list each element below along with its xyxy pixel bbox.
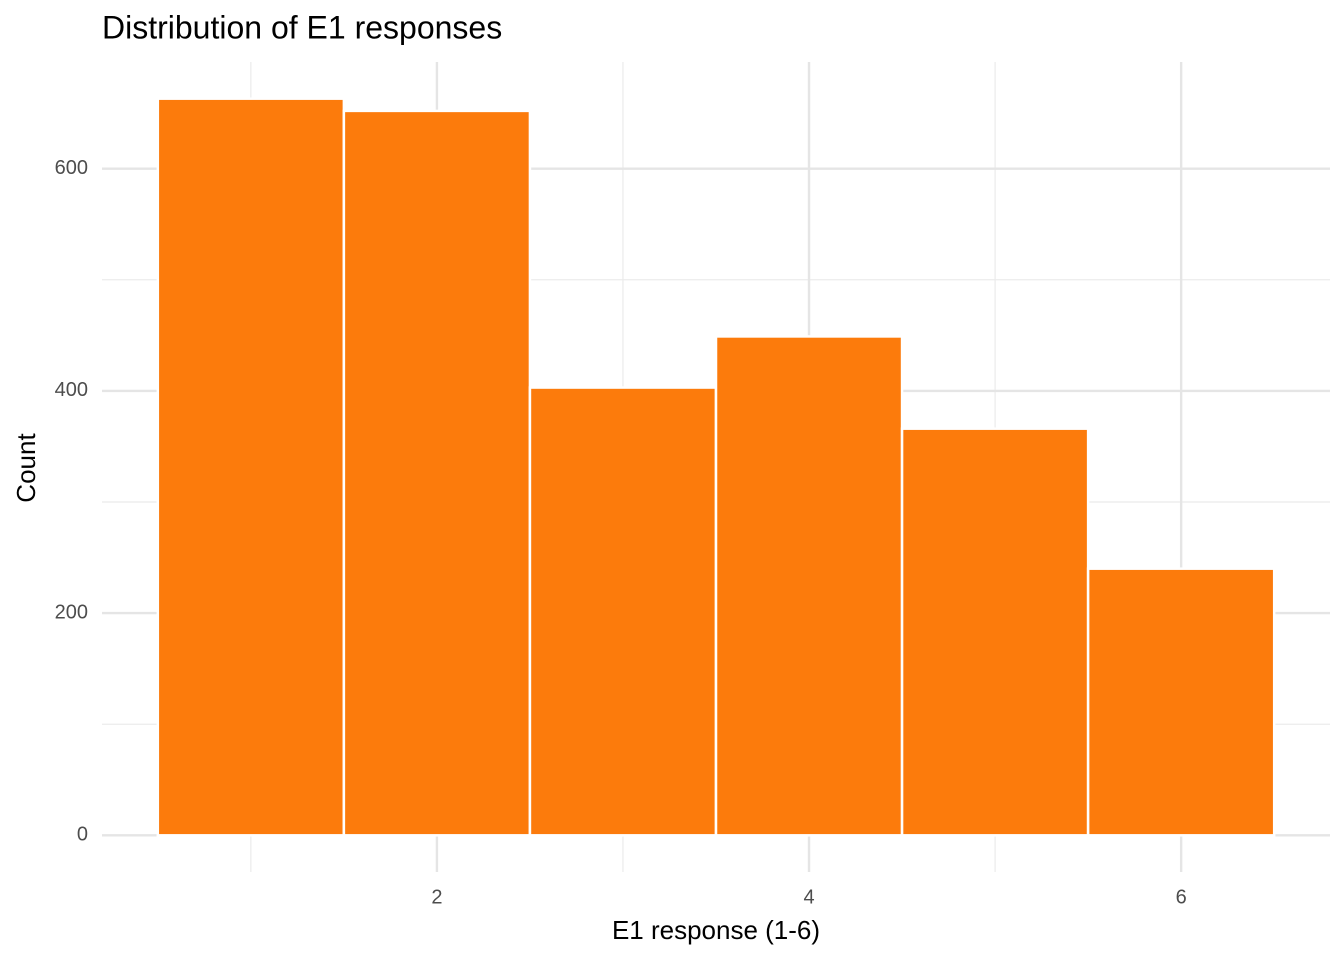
x-tick-label: 4 xyxy=(803,886,814,908)
y-tick-label: 600 xyxy=(55,157,88,179)
bar xyxy=(528,386,718,837)
x-tick-label: 2 xyxy=(431,886,442,908)
bar xyxy=(1086,567,1276,837)
x-axis-label: E1 response (1-6) xyxy=(612,915,820,945)
y-tick-label: 0 xyxy=(77,824,88,846)
chart-title: Distribution of E1 responses xyxy=(102,9,502,45)
bar xyxy=(156,97,346,837)
y-axis-label: Count xyxy=(11,433,41,503)
x-tick-label: 6 xyxy=(1176,886,1187,908)
bar xyxy=(342,109,532,837)
bar xyxy=(900,427,1090,837)
y-tick-label: 200 xyxy=(55,601,88,623)
y-tick-label: 400 xyxy=(55,379,88,401)
bar xyxy=(714,335,904,837)
